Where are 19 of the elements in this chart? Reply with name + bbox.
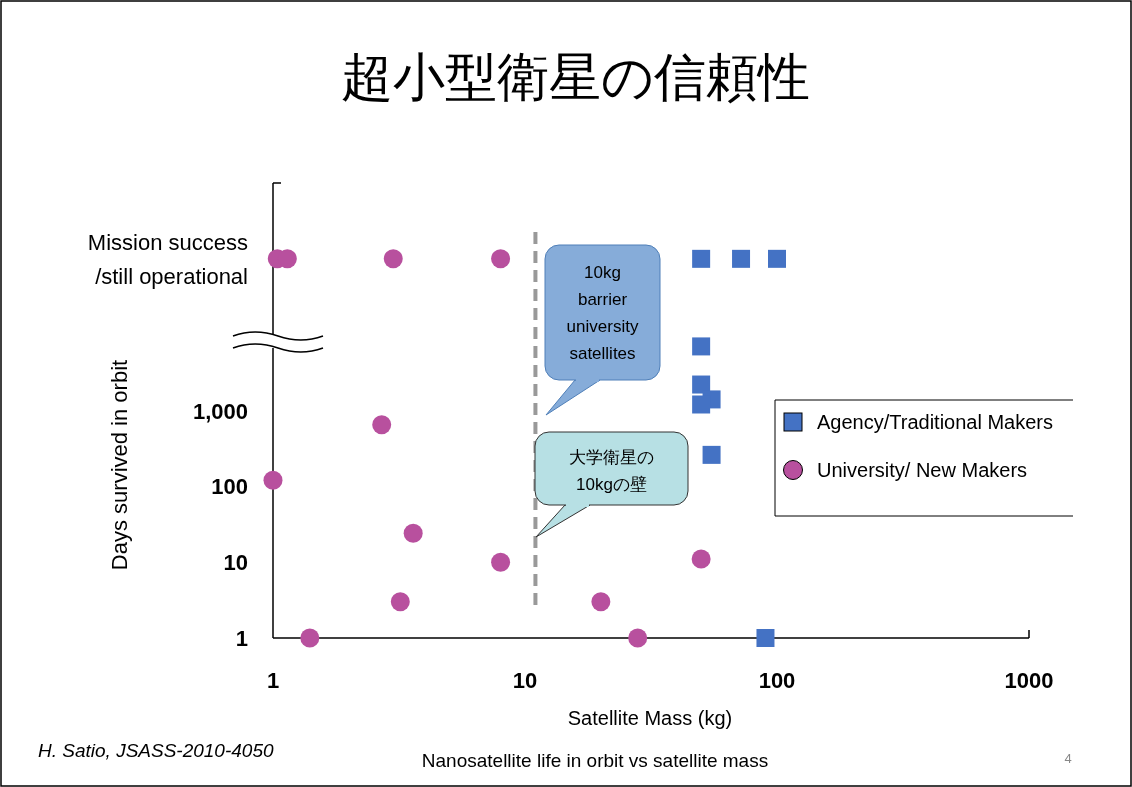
text: 4	[1064, 751, 1072, 766]
y-tick-label: 1	[235, 626, 248, 651]
x-tick-label: 10	[512, 668, 538, 693]
x-tick-label: 100	[758, 668, 796, 693]
y-tick-label: Mission success /still operational	[87, 229, 248, 289]
chart-title: 超小型衛星の信頼性	[340, 48, 810, 106]
annotation: 大学衛星の 10kgの壁	[569, 448, 654, 494]
text: Nanosatellite life in orbit vs satellite mass	[421, 750, 769, 771]
x-axis-title: Satellite Mass (kg)	[567, 707, 733, 729]
y-tick-label: 1,000	[192, 398, 248, 424]
text: H. Satio, JSASS-2010-4050	[38, 740, 274, 761]
y-tick-label: 10	[223, 550, 248, 576]
legend-label: University/ New Makers	[817, 459, 1028, 481]
legend-label: Agency/Traditional Makers	[817, 411, 1054, 433]
annotation: 10kg barrier university satellites	[566, 263, 639, 363]
x-tick-label: 1000	[1004, 668, 1054, 693]
y-axis-title: Days survived in orbit	[107, 359, 132, 571]
y-tick-label: 100	[211, 474, 248, 500]
x-tick-label: 1	[266, 668, 280, 693]
